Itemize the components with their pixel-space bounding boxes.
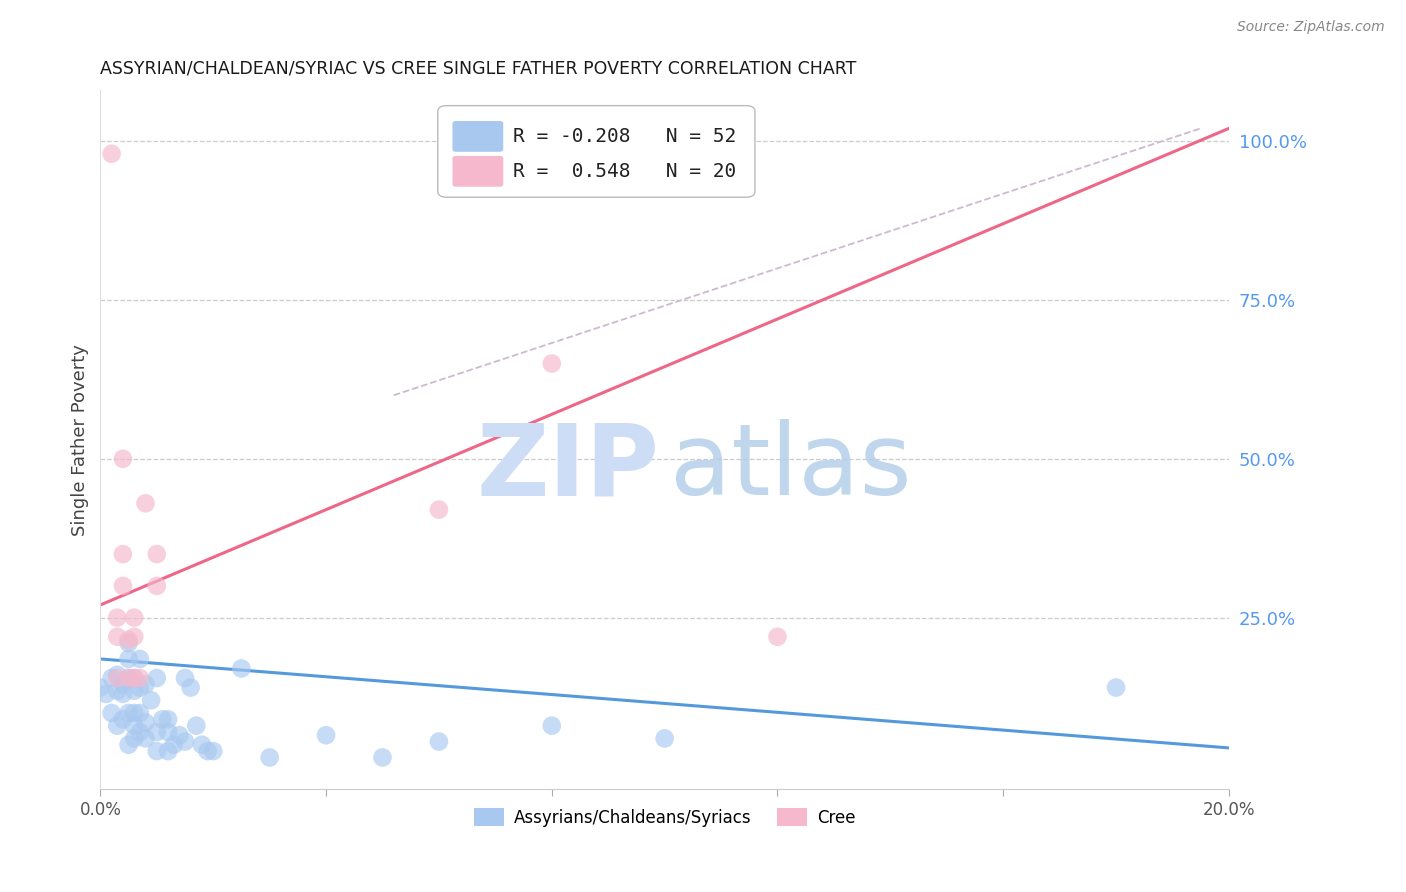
- Point: [654, 731, 676, 746]
- Point: [100, 671, 122, 685]
- Point: [111, 677, 134, 691]
- Text: R = -0.208   N = 52: R = -0.208 N = 52: [513, 127, 737, 146]
- Point: [105, 630, 128, 644]
- Point: [197, 744, 219, 758]
- Point: [427, 502, 450, 516]
- Point: [163, 738, 186, 752]
- Point: [122, 610, 145, 624]
- Point: [146, 547, 169, 561]
- Point: [146, 671, 169, 685]
- Point: [122, 731, 145, 746]
- Point: [128, 681, 150, 695]
- Point: [157, 744, 180, 758]
- Point: [89, 681, 111, 695]
- Point: [134, 677, 156, 691]
- Point: [371, 750, 394, 764]
- Point: [134, 715, 156, 730]
- Point: [157, 712, 180, 726]
- Point: [105, 610, 128, 624]
- Point: [152, 712, 174, 726]
- FancyBboxPatch shape: [453, 156, 503, 186]
- Point: [540, 719, 562, 733]
- Point: [146, 579, 169, 593]
- Point: [117, 738, 139, 752]
- Point: [427, 734, 450, 748]
- Point: [540, 357, 562, 371]
- Point: [111, 579, 134, 593]
- Point: [157, 725, 180, 739]
- Point: [122, 706, 145, 720]
- Point: [111, 547, 134, 561]
- FancyBboxPatch shape: [437, 105, 755, 197]
- Point: [117, 652, 139, 666]
- Point: [315, 728, 337, 742]
- Text: ZIP: ZIP: [477, 419, 659, 516]
- Point: [174, 671, 197, 685]
- Text: atlas: atlas: [671, 419, 912, 516]
- Text: R =  0.548   N = 20: R = 0.548 N = 20: [513, 161, 737, 181]
- Point: [1105, 681, 1128, 695]
- Point: [122, 683, 145, 698]
- Point: [191, 738, 214, 752]
- Point: [174, 734, 197, 748]
- Text: ASSYRIAN/CHALDEAN/SYRIAC VS CREE SINGLE FATHER POVERTY CORRELATION CHART: ASSYRIAN/CHALDEAN/SYRIAC VS CREE SINGLE …: [100, 60, 856, 78]
- Point: [134, 731, 156, 746]
- Point: [94, 687, 117, 701]
- Point: [456, 140, 478, 154]
- Point: [117, 636, 139, 650]
- Point: [231, 661, 253, 675]
- Point: [100, 146, 122, 161]
- Point: [105, 668, 128, 682]
- Point: [169, 728, 191, 742]
- Point: [117, 632, 139, 647]
- Point: [128, 671, 150, 685]
- Text: Source: ZipAtlas.com: Source: ZipAtlas.com: [1237, 20, 1385, 34]
- Point: [117, 671, 139, 685]
- Point: [122, 719, 145, 733]
- Point: [111, 712, 134, 726]
- Point: [117, 671, 139, 685]
- FancyBboxPatch shape: [453, 121, 503, 152]
- Point: [146, 725, 169, 739]
- Point: [134, 496, 156, 510]
- Point: [146, 744, 169, 758]
- Point: [111, 451, 134, 466]
- Point: [111, 687, 134, 701]
- Point: [122, 671, 145, 685]
- Point: [202, 744, 225, 758]
- Point: [139, 693, 162, 707]
- Point: [122, 630, 145, 644]
- Point: [117, 706, 139, 720]
- Point: [128, 652, 150, 666]
- Point: [105, 671, 128, 685]
- Point: [105, 719, 128, 733]
- Point: [186, 719, 208, 733]
- Point: [259, 750, 281, 764]
- Point: [766, 630, 789, 644]
- Point: [128, 725, 150, 739]
- Point: [122, 671, 145, 685]
- Point: [105, 683, 128, 698]
- Legend: Assyrians/Chaldeans/Syriacs, Cree: Assyrians/Chaldeans/Syriacs, Cree: [467, 802, 862, 833]
- Point: [128, 706, 150, 720]
- Point: [180, 681, 202, 695]
- Y-axis label: Single Father Poverty: Single Father Poverty: [72, 343, 89, 536]
- Point: [100, 706, 122, 720]
